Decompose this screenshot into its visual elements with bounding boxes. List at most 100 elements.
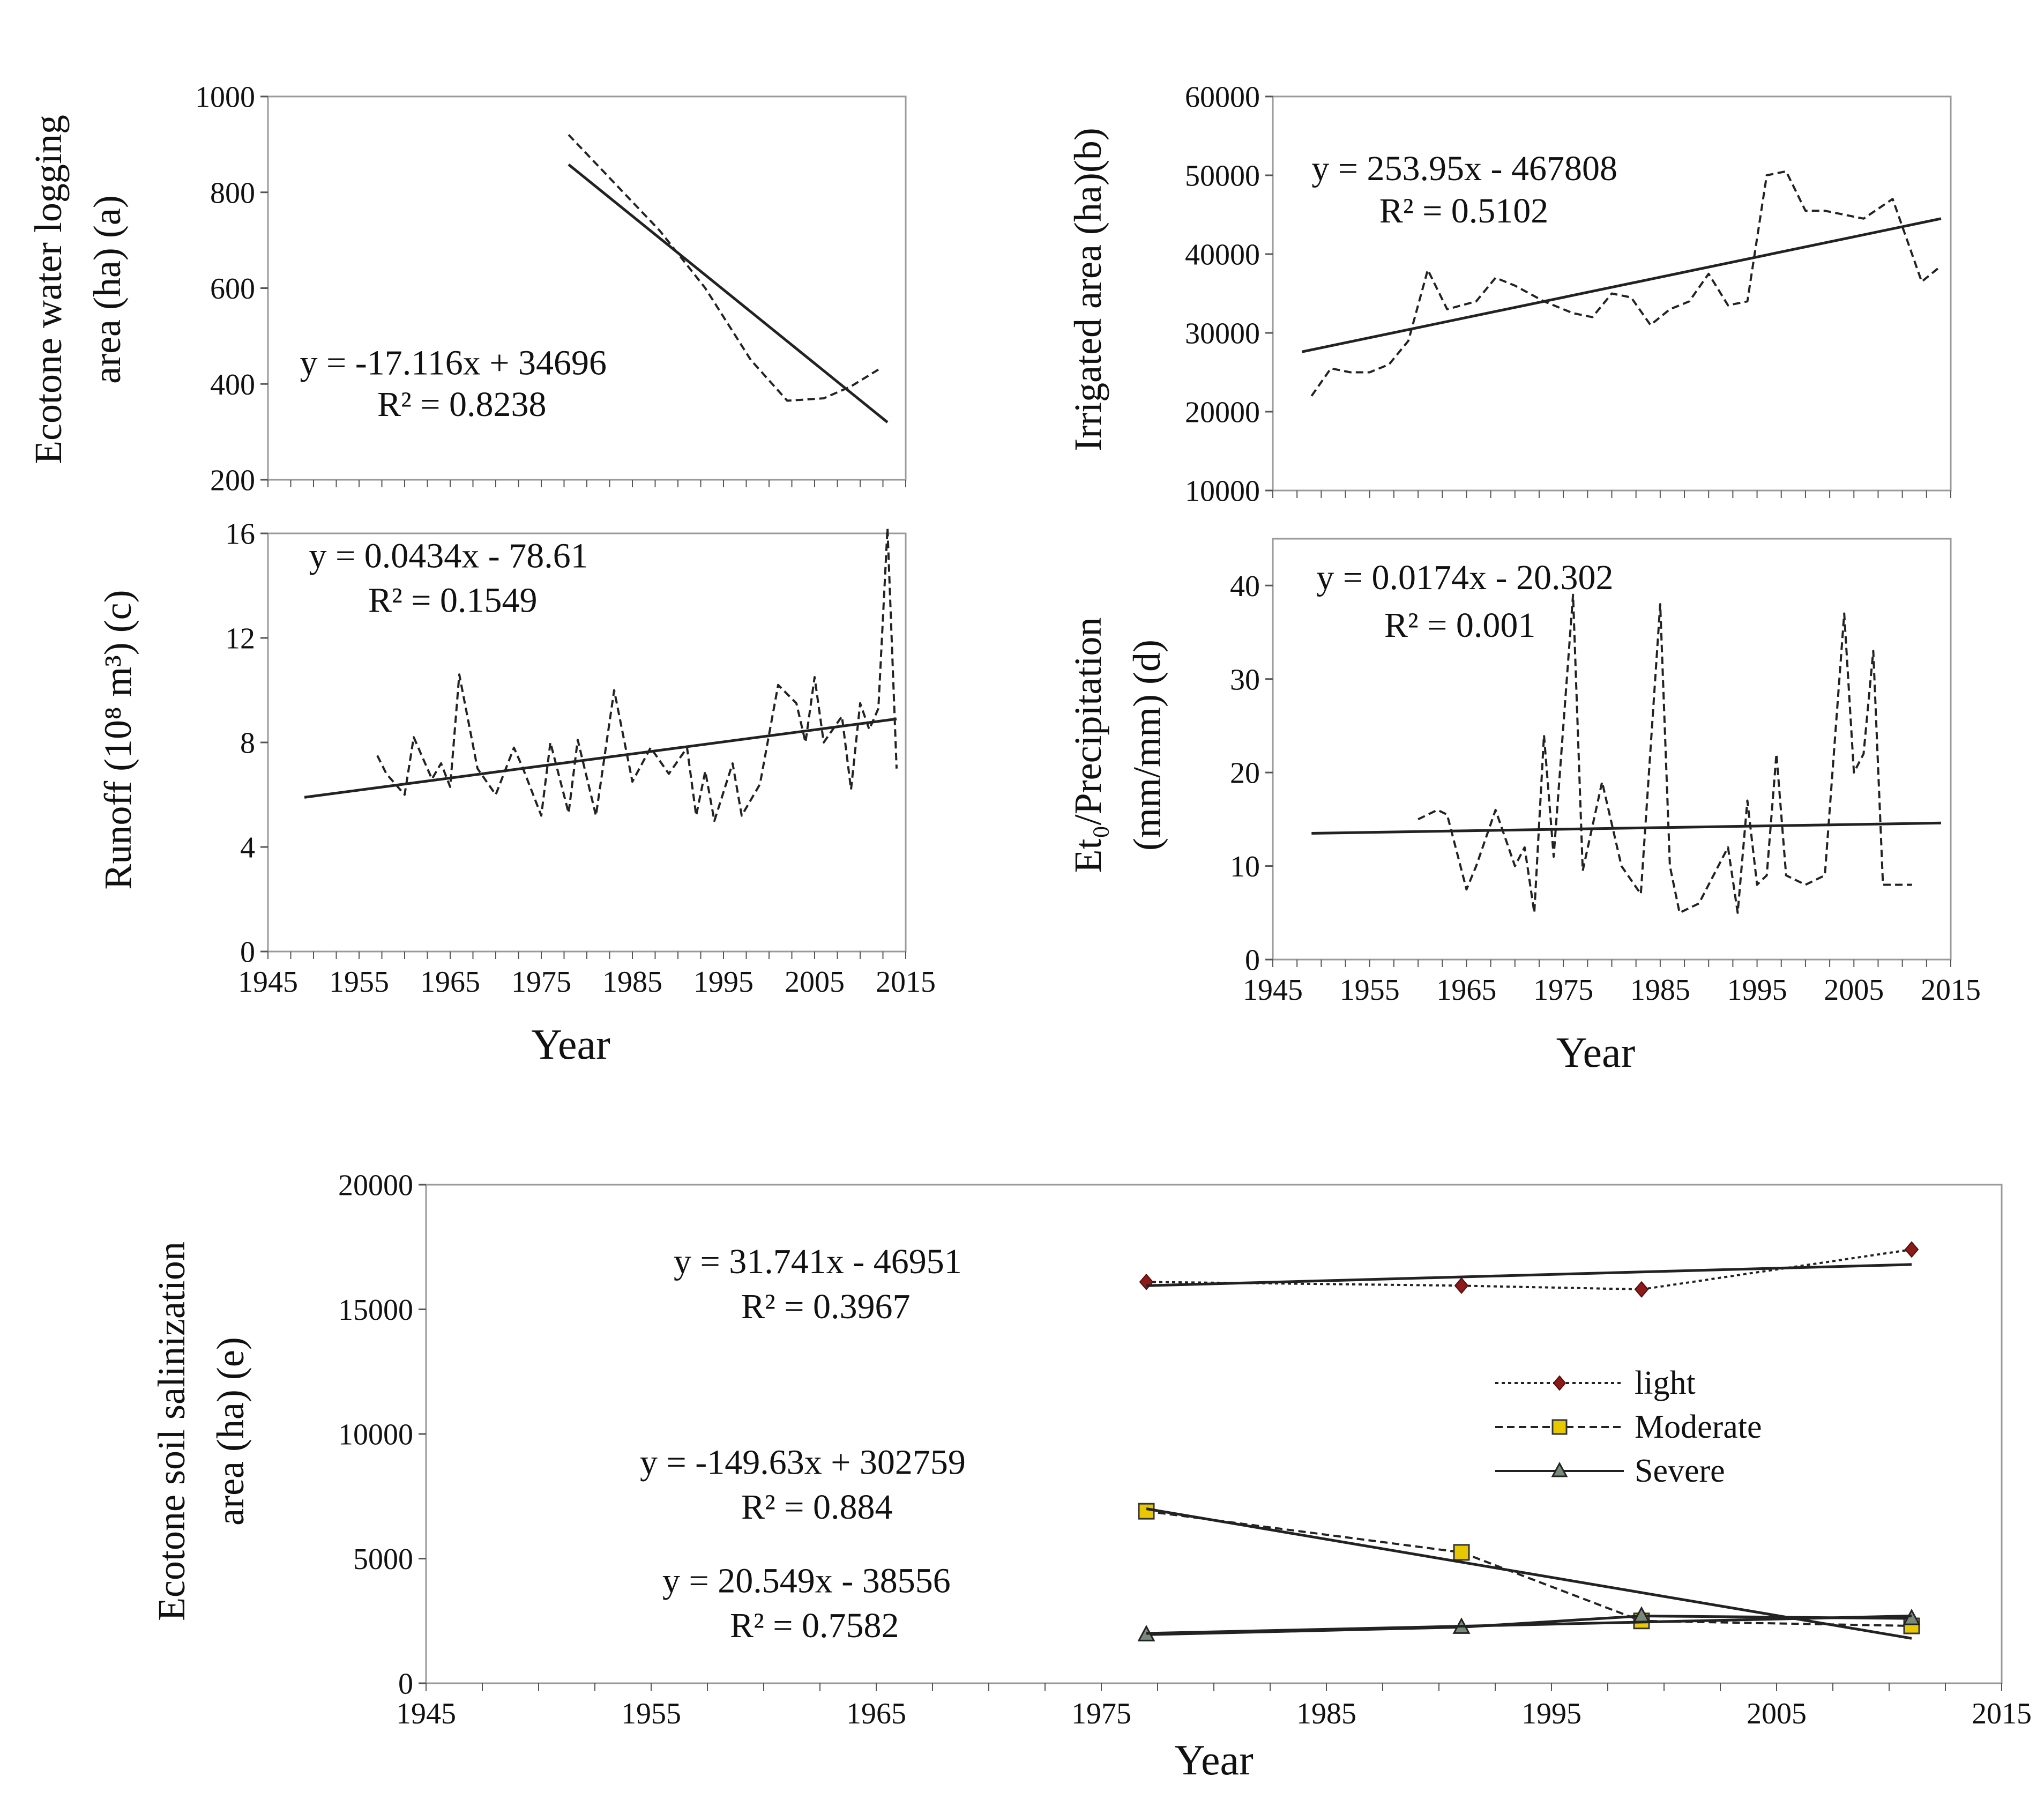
y-axis-label: Et₀/Precipitation bbox=[1066, 618, 1109, 873]
y-tick-label: 1000 bbox=[195, 81, 255, 114]
series-trend bbox=[1301, 217, 1942, 353]
trend-equation: y = 0.0174x - 20.302 bbox=[1316, 558, 1613, 597]
y-tick-label: 50000 bbox=[1185, 160, 1260, 193]
x-tick-label: 1965 bbox=[420, 965, 480, 999]
trend-equation: y = -17.116x + 34696 bbox=[300, 343, 607, 382]
x-tick-label: 1975 bbox=[511, 965, 571, 999]
y-tick-label: 60000 bbox=[1185, 81, 1260, 114]
y-tick-label: 8 bbox=[240, 727, 255, 760]
y-tick-label: 0 bbox=[240, 936, 255, 969]
trend-equation: R² = 0.001 bbox=[1384, 606, 1536, 645]
trend-equation: y = 253.95x - 467808 bbox=[1311, 149, 1617, 188]
x-tick-label: 2015 bbox=[1972, 1697, 2032, 1730]
x-tick-label: 1995 bbox=[1521, 1697, 1582, 1730]
y-tick-label: 40000 bbox=[1185, 239, 1260, 272]
x-tick-label: 1955 bbox=[329, 965, 389, 999]
chart-b: 10000 20000 30000 40000 50000 60000 Irrigated … bbox=[1066, 81, 1952, 508]
x-tick-label: 1975 bbox=[1071, 1697, 1131, 1730]
y-axis-label: Ecotone soil salinization bbox=[150, 1242, 193, 1621]
chart-d: 0 10 20 30 40 1945 1955 1965 1975 1985 1995 2005 201… bbox=[1066, 538, 1981, 1076]
y-tick-label: 16 bbox=[225, 518, 255, 551]
marker-light bbox=[1454, 1277, 1469, 1294]
legend-label: light bbox=[1635, 1365, 1696, 1401]
y-tick-label: 20000 bbox=[1185, 396, 1260, 429]
marker-moderate bbox=[1453, 1544, 1470, 1561]
series-observed bbox=[376, 527, 898, 822]
marker-light bbox=[1634, 1281, 1649, 1298]
x-tick-label: 1965 bbox=[846, 1697, 906, 1730]
series-trend bbox=[304, 717, 897, 799]
y-tick-label: 5000 bbox=[353, 1543, 413, 1576]
x-axis-label: Year bbox=[1174, 1737, 1253, 1784]
y-tick-label: 30 bbox=[1230, 663, 1260, 696]
trend-equation: y = 20.549x - 38556 bbox=[662, 1561, 951, 1600]
series-light-trend bbox=[1146, 1263, 1912, 1287]
chart-c: 0 4 8 12 16 1945 1955 1965 1975 1985 1995 2005 2015 Y… bbox=[96, 518, 936, 1068]
y-tick-label: 600 bbox=[210, 272, 255, 306]
series-moderate-trend bbox=[1146, 1507, 1912, 1640]
x-tick-label: 1985 bbox=[1630, 973, 1690, 1007]
trend-equation: y = 31.741x - 46951 bbox=[674, 1242, 962, 1281]
x-tick-label: 1985 bbox=[602, 965, 662, 999]
x-tick-label: 1945 bbox=[238, 965, 298, 999]
x-tick-label: 1985 bbox=[1296, 1697, 1356, 1730]
y-tick-label: 0 bbox=[398, 1668, 413, 1701]
legend-marker-moderate bbox=[1551, 1419, 1568, 1435]
y-tick-label: 30000 bbox=[1185, 317, 1260, 351]
trend-equation: R² = 0.8238 bbox=[377, 385, 547, 424]
y-tick-label: 800 bbox=[210, 176, 255, 210]
y-axis-label: Ecotone water logging bbox=[27, 115, 70, 464]
x-tick-label: 2015 bbox=[876, 965, 936, 999]
x-tick-label: 2005 bbox=[1747, 1697, 1807, 1730]
x-tick-label: 1945 bbox=[1243, 973, 1303, 1007]
y-tick-label: 40 bbox=[1230, 570, 1260, 603]
trend-equation: R² = 0.7582 bbox=[730, 1606, 899, 1645]
chart-e: 0 5000 10000 15000 20000 1945 1955 1965 1975 1985… bbox=[150, 1169, 2032, 1784]
trend-equation: y = -149.63x + 302759 bbox=[640, 1443, 966, 1482]
x-tick-label: 2015 bbox=[1921, 973, 1981, 1007]
y-tick-label: 15000 bbox=[338, 1294, 413, 1327]
x-tick-label: 1995 bbox=[1727, 973, 1787, 1007]
y-axis-label: Runoff (10⁸ m³) (c) bbox=[96, 590, 139, 889]
y-tick-label: 4 bbox=[240, 831, 255, 865]
y-axis-label: Irrigated area (ha)(b) bbox=[1066, 128, 1109, 451]
y-tick-label: 10000 bbox=[338, 1418, 413, 1452]
y-tick-label: 0 bbox=[1245, 944, 1260, 977]
series-observed bbox=[568, 134, 879, 402]
series-observed bbox=[1418, 593, 1912, 914]
series-trend bbox=[1311, 821, 1941, 835]
x-tick-label: 1955 bbox=[621, 1697, 681, 1730]
x-tick-label: 1995 bbox=[693, 965, 754, 999]
trend-equation: R² = 0.1549 bbox=[368, 581, 538, 620]
x-tick-label: 1945 bbox=[396, 1697, 456, 1730]
marker-light bbox=[1904, 1241, 1919, 1258]
series-observed bbox=[1310, 170, 1942, 397]
series-severe-trend bbox=[1146, 1614, 1912, 1635]
x-tick-label: 1975 bbox=[1533, 973, 1593, 1007]
series-moderate bbox=[1146, 1510, 1912, 1627]
legend-marker-light bbox=[1553, 1375, 1566, 1391]
y-axis-label: (mm/mm) (d) bbox=[1125, 640, 1168, 851]
y-tick-label: 20 bbox=[1230, 757, 1260, 790]
y-tick-label: 10000 bbox=[1185, 475, 1260, 508]
trend-equation: y = 0.0434x - 78.61 bbox=[309, 536, 588, 575]
y-tick-label: 10 bbox=[1230, 850, 1260, 883]
chart-a: 200 400 600 800 1000 Ecotone water logging are… bbox=[27, 81, 907, 497]
x-tick-label: 1965 bbox=[1436, 973, 1496, 1007]
x-axis-label: Year bbox=[531, 1021, 610, 1068]
x-tick-label: 1955 bbox=[1340, 973, 1400, 1007]
y-axis-label: area (ha) (a) bbox=[86, 195, 129, 384]
legend-label: Moderate bbox=[1635, 1409, 1762, 1445]
x-tick-label: 2005 bbox=[785, 965, 845, 999]
y-axis-label: area (ha) (e) bbox=[209, 1337, 252, 1526]
y-tick-label: 20000 bbox=[338, 1169, 413, 1202]
legend-marker-severe bbox=[1551, 1461, 1568, 1477]
y-tick-label: 12 bbox=[225, 622, 255, 656]
legend-label: Severe bbox=[1635, 1453, 1725, 1489]
trend-equation: R² = 0.3967 bbox=[741, 1287, 911, 1326]
trend-equation: R² = 0.884 bbox=[741, 1488, 893, 1527]
x-axis-label: Year bbox=[1556, 1029, 1635, 1076]
y-tick-label: 400 bbox=[210, 368, 255, 402]
marker-moderate bbox=[1138, 1503, 1155, 1520]
